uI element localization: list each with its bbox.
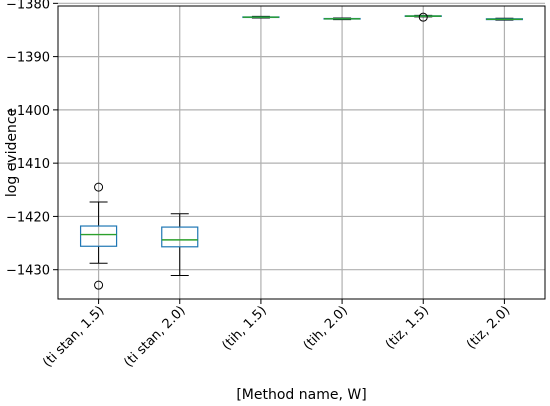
outlier-point (418, 12, 428, 22)
x-tick-label: (tih, 1.5) (220, 303, 270, 353)
y-tick-label: −1400 (6, 104, 50, 119)
box-2 (161, 213, 199, 277)
x-tick-label: (ti stan, 1.5) (40, 303, 107, 370)
box-4 (323, 17, 361, 21)
y-axis-ticks: −1380 −1390 −1400 −1410 −1420 −1430 (6, 0, 58, 279)
y-tick-label: −1420 (6, 210, 50, 225)
x-axis-ticks: (ti stan, 1.5) (ti stan, 2.0) (tih, 1.5) (t… (40, 299, 513, 370)
y-tick-label: −1430 (6, 264, 50, 279)
iqr-box (79, 225, 118, 247)
iqr-box (161, 226, 199, 248)
y-tick-label: −1380 (6, 0, 50, 12)
boxes (79, 12, 524, 290)
y-tick-label: −1390 (6, 51, 50, 66)
x-tick-label: (tiz, 1.5) (383, 303, 432, 352)
box-1 (79, 182, 118, 290)
y-axis-label: log evidence (4, 108, 20, 197)
box-6 (485, 17, 524, 21)
outlier-point (94, 182, 104, 192)
outlier-point (94, 280, 104, 290)
x-tick-label: (tiz, 2.0) (464, 303, 513, 352)
x-tick-label: (tih, 2.0) (301, 303, 351, 353)
x-tick-label: (ti stan, 2.0) (121, 303, 188, 370)
grid-lines (58, 2, 545, 299)
x-axis-label: [Method name, W] (236, 387, 366, 403)
axes-frame (57, 5, 546, 300)
box-5 (404, 12, 442, 22)
y-tick-label: −1410 (6, 157, 50, 172)
box-3 (242, 15, 280, 19)
